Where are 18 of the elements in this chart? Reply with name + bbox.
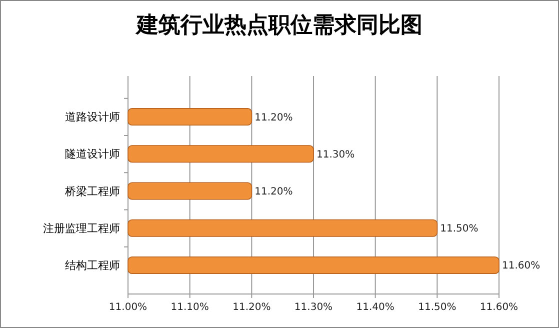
x-tick-label: 11.30% xyxy=(294,302,333,313)
x-tick-label: 11.40% xyxy=(356,302,394,313)
data-label: 11.30% xyxy=(316,149,355,160)
x-tick-label: 11.50% xyxy=(418,302,456,313)
x-tick-label: 11.20% xyxy=(232,302,271,313)
x-tick-label: 11.60% xyxy=(480,302,518,313)
y-tick-label: 结构工程师 xyxy=(65,259,120,272)
chart-title: 建筑行业热点职位需求同比图 xyxy=(134,13,422,38)
y-tick-label: 道路设计师 xyxy=(65,110,120,124)
y-tick-label: 注册监理工程师 xyxy=(43,222,120,235)
data-label: 11.20% xyxy=(254,112,293,124)
data-label: 11.50% xyxy=(440,224,478,235)
y-tick-label: 隧道设计师 xyxy=(65,148,120,161)
data-label: 11.20% xyxy=(254,186,293,198)
y-tick-label: 桥梁工程师 xyxy=(64,184,120,198)
x-tick-label: 11.00% xyxy=(108,302,148,313)
data-label: 11.60% xyxy=(502,260,540,272)
x-tick-label: 11.10% xyxy=(170,302,209,313)
